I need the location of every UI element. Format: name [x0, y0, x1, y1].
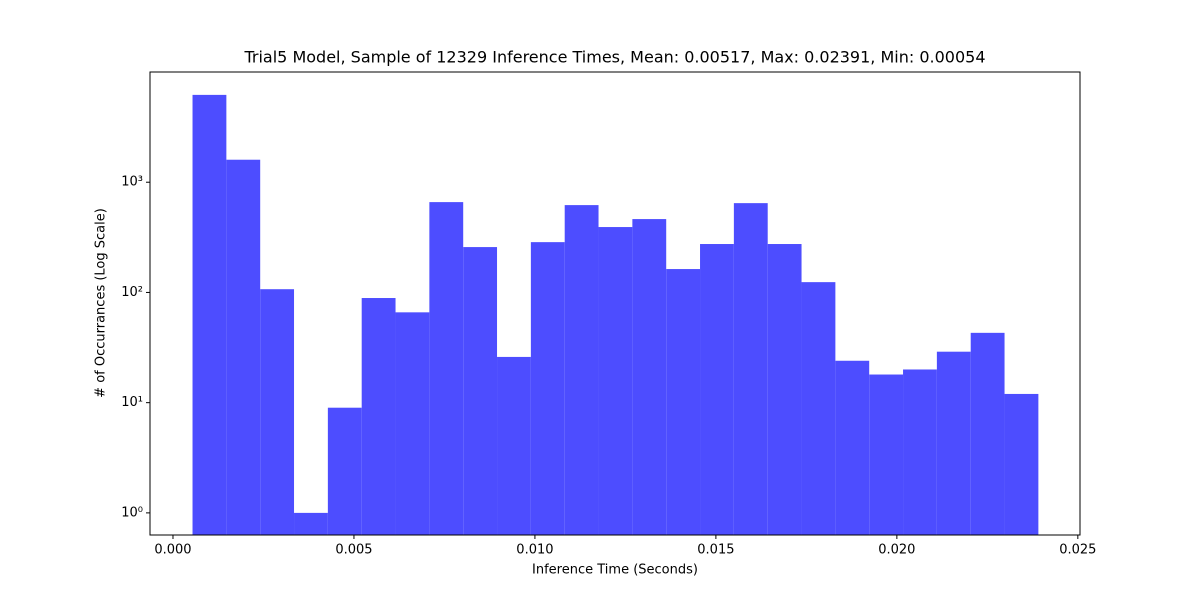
x-tick-label: 0.000	[154, 543, 191, 558]
bar	[801, 282, 836, 535]
bar	[767, 244, 802, 535]
y-tick-label: 10⁰	[121, 505, 143, 520]
bar	[1004, 393, 1039, 535]
bar	[903, 369, 937, 535]
bar	[733, 203, 768, 535]
bar	[294, 512, 328, 535]
chart-title: Trial5 Model, Sample of 12329 Inference …	[243, 48, 985, 67]
x-tick-label: 0.010	[516, 543, 553, 558]
plot-frame	[149, 71, 1081, 536]
bar	[598, 227, 633, 535]
bar	[260, 289, 295, 535]
bar	[936, 351, 971, 535]
y-tick-label: 10³	[121, 175, 143, 190]
bar	[835, 360, 870, 535]
bar	[869, 374, 904, 535]
bar	[226, 159, 261, 535]
bar	[970, 332, 1005, 535]
y-axis-label: # of Occurrances (Log Scale)	[94, 208, 109, 398]
y-tick-label: 10¹	[121, 395, 143, 410]
x-tick-label: 0.020	[878, 543, 915, 558]
bar	[361, 298, 396, 535]
x-tick-label: 0.005	[335, 543, 372, 558]
bar	[395, 312, 430, 535]
y-tick-label: 10²	[121, 285, 143, 300]
x-axis-label: Inference Time (Seconds)	[532, 563, 698, 578]
bar	[463, 247, 498, 536]
bar	[497, 356, 531, 535]
x-tick-label: 0.015	[697, 543, 734, 558]
bar	[700, 244, 734, 535]
bar	[429, 202, 464, 536]
bar	[632, 219, 667, 535]
bar	[564, 205, 599, 535]
x-tick-label: 0.025	[1059, 543, 1096, 558]
bar	[666, 269, 701, 535]
bar	[327, 407, 362, 535]
bar	[530, 242, 565, 535]
bar	[192, 94, 227, 535]
